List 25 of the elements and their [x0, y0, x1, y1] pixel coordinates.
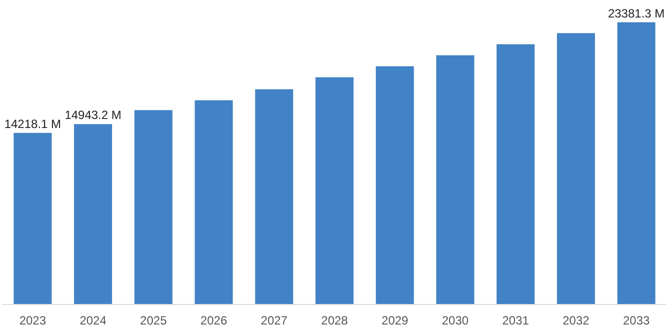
bar — [74, 124, 112, 304]
bar — [194, 100, 233, 304]
bar — [315, 77, 354, 304]
x-tick-label: 2025 — [140, 314, 168, 328]
bar — [556, 33, 595, 304]
x-tick-label: 2032 — [562, 314, 590, 328]
bar — [255, 89, 294, 304]
x-tick-label: 2023 — [19, 314, 46, 328]
bar — [376, 66, 414, 304]
x-tick-label: 2028 — [321, 314, 348, 328]
x-tick-label: 2026 — [200, 314, 228, 328]
bar — [14, 132, 52, 304]
x-tick-label: 2033 — [622, 314, 650, 328]
x-tick-label: 2029 — [382, 314, 409, 328]
data-label: 14943.2 M — [64, 108, 122, 122]
x-tick-label: 2027 — [260, 314, 288, 328]
data-label: 23381.3 M — [608, 6, 665, 20]
x-tick-label: 2030 — [442, 314, 469, 328]
bar — [436, 55, 474, 304]
data-label: 14218.1 M — [4, 116, 62, 131]
x-tick-label: 2031 — [502, 314, 530, 328]
bar — [496, 44, 535, 304]
x-tick-label: 2024 — [80, 314, 107, 328]
bar — [134, 110, 172, 304]
bar — [617, 22, 656, 304]
